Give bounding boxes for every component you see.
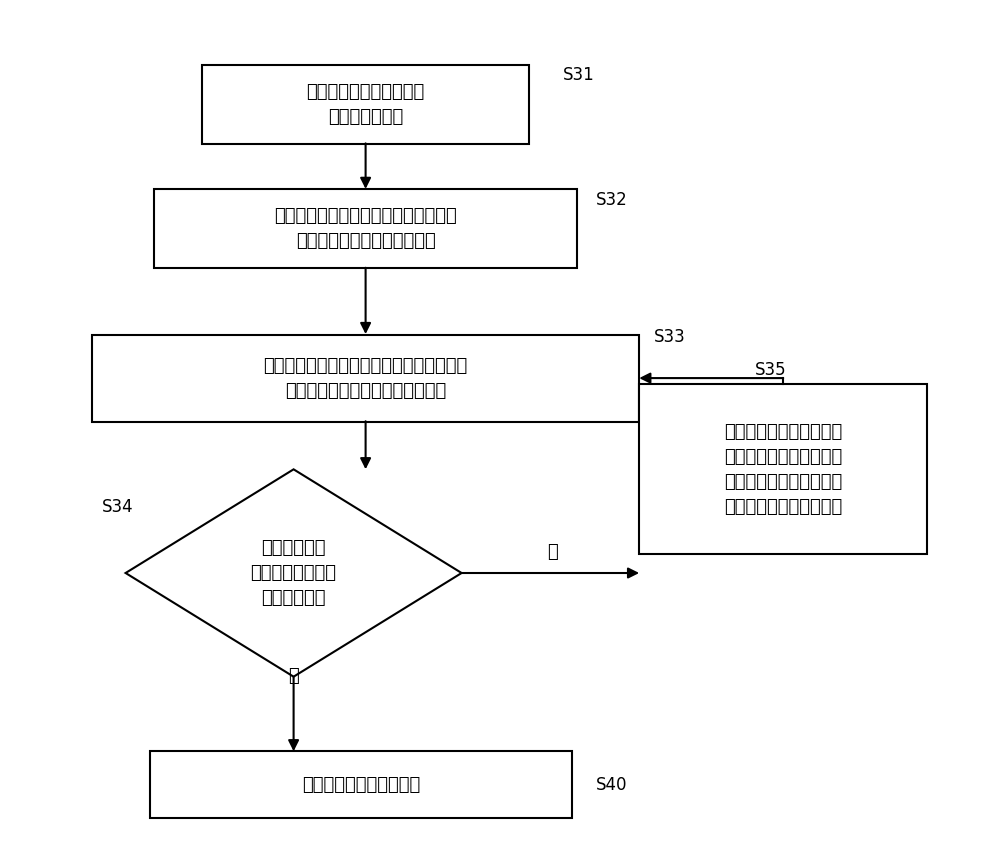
Text: S33: S33 [654, 327, 685, 346]
Bar [150, 752, 572, 817]
Bar [202, 65, 529, 143]
Bar [154, 189, 577, 268]
Polygon shape [126, 469, 462, 677]
Bar [639, 384, 927, 555]
Text: 根据预应力设计参数修改泵头体初始模
型，得到待校核的泵头体模型: 根据预应力设计参数修改泵头体初始模 型，得到待校核的泵头体模型 [274, 207, 457, 251]
Text: 判断仿真分析
校核结果是否符合
设计预期目标: 判断仿真分析 校核结果是否符合 设计预期目标 [251, 539, 337, 607]
Bar [92, 334, 639, 422]
Text: 对待校核的泵头体模型的运行工况进行仿真
分析校核，得出仿真分析校核结果: 对待校核的泵头体模型的运行工况进行仿真 分析校核，得出仿真分析校核结果 [263, 357, 468, 399]
Text: 根据仿真分析结果，获取
预应力设计参数: 根据仿真分析结果，获取 预应力设计参数 [306, 83, 425, 126]
Text: 得到所述泵头体设计模型: 得到所述泵头体设计模型 [302, 776, 420, 793]
Text: 是: 是 [288, 667, 299, 685]
Text: S31: S31 [562, 67, 594, 85]
Text: 否: 否 [547, 543, 558, 561]
Text: 根据仿真分析校核结果修
改预应力设计参数，根据
修改后的预应力设计参数
修改待校核的泵头体模型: 根据仿真分析校核结果修 改预应力设计参数，根据 修改后的预应力设计参数 修改待校… [724, 422, 842, 516]
Text: S34: S34 [102, 498, 133, 516]
Text: S32: S32 [596, 191, 628, 209]
Text: S40: S40 [596, 776, 628, 793]
Text: S35: S35 [754, 361, 786, 378]
